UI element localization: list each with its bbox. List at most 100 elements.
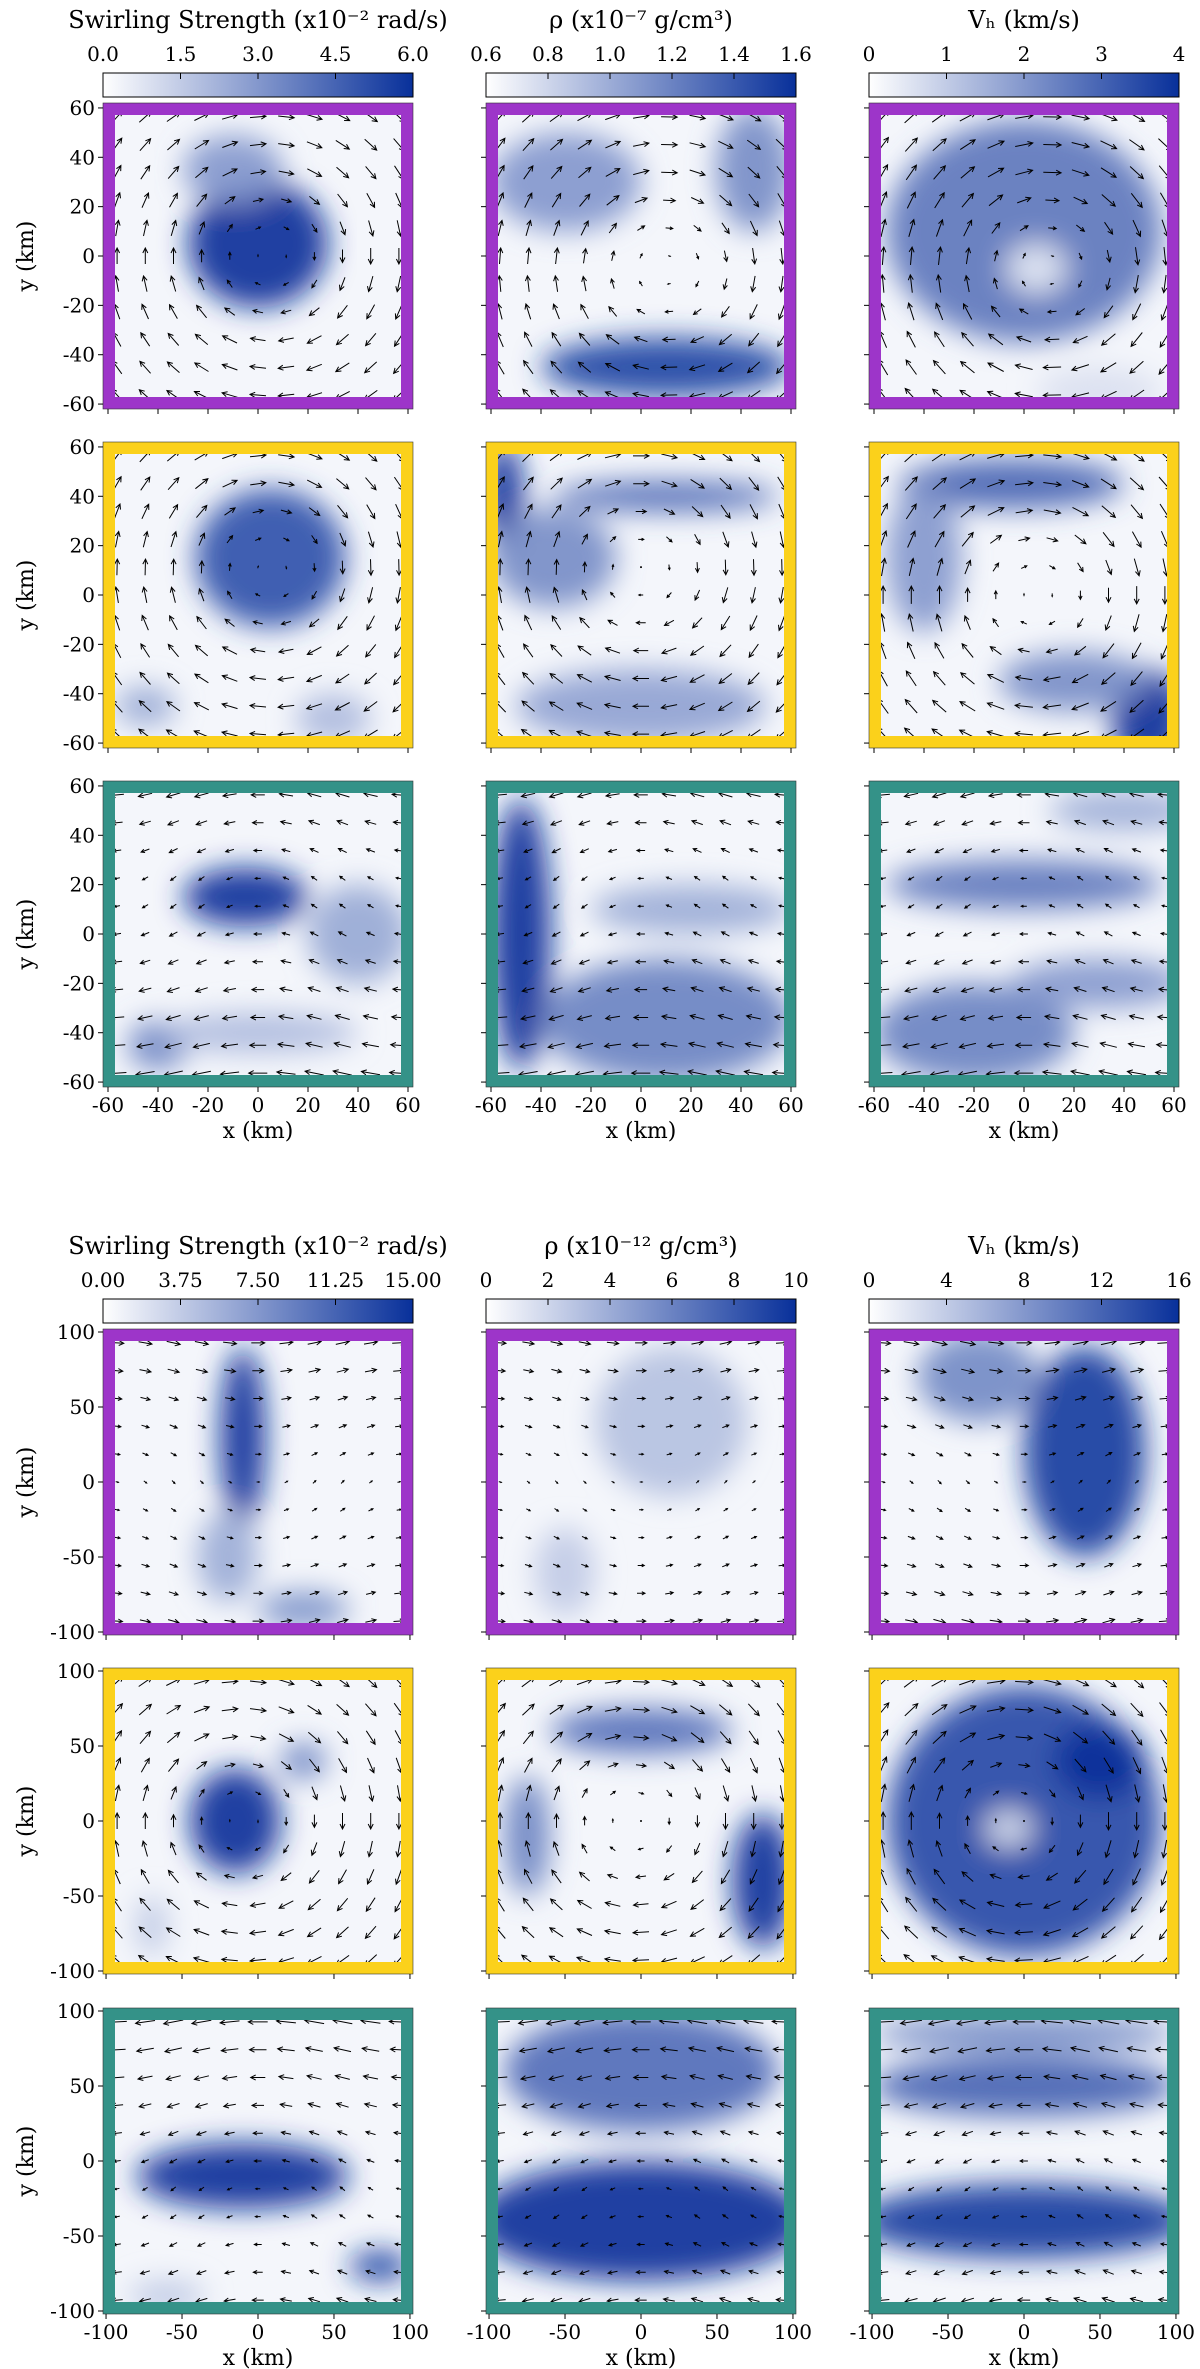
vector-arrow-s1-r2-c1-6-3	[662, 2102, 676, 2108]
vector-arrow-s0-r2-c1-5-5	[636, 931, 645, 937]
vector-arrow-s0-r1-c2-3-7	[961, 642, 974, 658]
vector-arrow-s1-r0-c2-4-7	[992, 1536, 1001, 1540]
vector-arrow-s1-r0-c0-8-1	[336, 1367, 350, 1374]
vector-arrow-s1-r2-c0-6-9	[280, 2269, 292, 2275]
vector-arrow-s0-r2-c1-1-2	[523, 848, 533, 853]
vector-arrow-s1-r0-c1-2-10	[551, 1619, 563, 1624]
vector-arrow-s0-r0-c2-10-7	[1160, 303, 1169, 322]
vector-arrow-s0-r1-c0-7-1	[306, 479, 323, 488]
vector-arrow-s1-r2-c0-8-9	[336, 2269, 348, 2275]
vector-arrow-s1-r0-c1-1-7	[525, 1536, 532, 1540]
vector-arrow-s1-r2-c1-7-2	[689, 2074, 705, 2080]
vector-arrow-s1-r0-c2-0-6	[880, 1508, 887, 1512]
vector-arrow-s1-r2-c0-9-3	[363, 2102, 377, 2108]
colorbar-tick-label-s0-c1-2: 1.0	[594, 42, 626, 66]
vector-arrow-s0-r0-c1-5-7	[636, 308, 646, 315]
vector-arrow-s1-r0-c1-9-5	[752, 1480, 756, 1484]
vector-arrow-s1-r0-c0-5-0	[251, 1339, 266, 1346]
vector-arrow-s0-r1-c1-9-9	[746, 700, 761, 713]
vector-arrow-s1-r2-c0-2-3	[166, 2103, 180, 2109]
vector-arrow-s1-r0-c0-0-5	[115, 1481, 120, 1484]
vector-arrow-s1-r2-c0-5-1	[248, 2046, 267, 2053]
vector-arrow-s0-r2-c1-7-10	[687, 1069, 707, 1076]
y-tick-label-s0-r2-c0-5: -40	[63, 1021, 95, 1045]
vector-arrow-s1-r2-c0-9-7	[366, 2214, 374, 2219]
vector-arrow-s0-r0-c1-9-7	[749, 304, 758, 320]
vector-arrow-s1-r2-c1-4-3	[605, 2102, 619, 2109]
vector-arrow-s0-r2-c2-7-6	[1074, 958, 1086, 965]
vector-arrow-s0-r2-c2-4-3	[991, 876, 999, 881]
vector-arrow-s0-r1-c1-3-7	[577, 645, 592, 656]
vector-arrow-s0-r1-c1-1-9	[521, 700, 535, 712]
vector-arrow-s0-r1-c0-6-9	[277, 703, 295, 710]
x-tick-label-s0-r2-c2-0: -60	[858, 1093, 890, 1117]
vector-arrow-s0-r1-c2-5-3	[1018, 536, 1031, 542]
vector-arrow-s1-r1-c1-3-7	[578, 1871, 590, 1882]
vector-arrow-s0-r2-c0-7-7	[307, 986, 321, 992]
vector-arrow-s0-r1-c0-8-3	[339, 532, 347, 547]
vector-arrow-s1-r2-c2-4-5	[990, 2159, 1000, 2164]
vector-arrow-s1-r1-c0-1-6	[141, 1840, 148, 1857]
vector-arrow-s1-r1-c0-3-10	[192, 1956, 210, 1963]
vector-arrow-s1-r2-c2-3-1	[957, 2047, 978, 2054]
vector-arrow-s1-r1-c2-1-9	[903, 1925, 919, 1939]
vector-arrow-s0-r2-c0-6-6	[280, 959, 292, 964]
vector-arrow-s1-r0-c1-7-4	[694, 1452, 701, 1456]
vector-arrow-s0-r0-c1-4-4	[608, 222, 618, 234]
colorbar-tick-label-s0-c1-0: 0.6	[470, 42, 502, 66]
vector-arrow-s1-r2-c0-7-1	[304, 2046, 323, 2052]
vector-arrow-s0-r2-c1-3-8	[576, 1015, 592, 1021]
vector-arrow-s1-r2-c2-9-2	[1127, 2074, 1145, 2080]
vector-arrow-s1-r2-c1-2-9	[550, 2269, 562, 2275]
vector-arrow-s1-r0-c2-6-7	[1048, 1535, 1057, 1540]
vector-arrow-s1-r2-c0-5-4	[252, 2130, 263, 2136]
vector-arrow-s1-r2-c2-4-8	[990, 2242, 1001, 2247]
vector-arrow-s0-r0-c0-2-5	[170, 246, 177, 264]
vector-arrow-s1-r2-c1-6-7	[665, 2214, 673, 2219]
vector-arrow-s0-r0-c0-6-6	[282, 281, 289, 286]
vector-arrow-s0-r2-c1-4-1	[606, 820, 619, 826]
vector-arrow-s0-r0-c0-6-5	[285, 254, 288, 259]
vector-arrow-s1-r1-c2-1-6	[907, 1839, 915, 1858]
vector-arrow-s1-r2-c0-5-2	[249, 2074, 266, 2081]
vector-arrow-s0-r0-c1-2-2	[550, 165, 563, 179]
vector-arrow-s0-r0-c1-2-7	[552, 303, 560, 320]
vector-arrow-s1-r0-c1-1-10	[523, 1619, 535, 1624]
vector-arrow-s1-r1-c1-9-5	[750, 1813, 757, 1831]
vector-arrow-s0-r2-c2-4-9	[986, 1042, 1005, 1049]
vector-arrow-s1-r2-c2-10-6	[1161, 2187, 1168, 2191]
vector-arrow-s1-r0-c1-7-8	[693, 1563, 702, 1568]
vector-arrow-s0-r1-c1-1-2	[524, 503, 533, 519]
vector-arrow-s1-r1-c1-6-3	[663, 1761, 676, 1770]
vector-arrow-s0-r0-c0-7-8	[306, 335, 322, 344]
vector-arrow-s1-r0-c1-6-4	[666, 1452, 673, 1456]
vector-arrow-s0-r0-c2-2-2	[933, 164, 947, 180]
vector-arrow-s1-r1-c2-3-3	[961, 1759, 975, 1771]
vector-arrow-s1-r0-c0-8-6	[340, 1507, 346, 1512]
vector-arrow-s0-r2-c0-4-3	[225, 876, 233, 881]
vector-arrow-s1-r2-c1-8-8	[720, 2242, 730, 2247]
vector-arrow-s0-r2-c1-6-2	[664, 848, 674, 853]
vector-arrow-s0-r0-c0-5-7	[251, 308, 264, 314]
vector-arrow-s0-r1-c0-3-3	[198, 532, 206, 546]
vector-arrow-s1-r0-c2-9-7	[1133, 1535, 1142, 1540]
vector-arrow-s1-r1-c1-2-3	[551, 1757, 562, 1773]
colorbar-tick-label-s1-c0-4: 15.00	[384, 1268, 441, 1292]
vector-arrow-s1-r1-c1-8-5	[722, 1813, 729, 1831]
y-tick-label-s1-r1-c0-0: 100	[57, 1659, 95, 1683]
vector-arrow-s1-r0-c2-1-0	[903, 1340, 920, 1347]
vector-arrow-s0-r0-c1-6-8	[661, 336, 676, 343]
vector-arrow-s1-r2-c1-5-1	[631, 2046, 650, 2053]
vector-arrow-s0-r2-c1-3-1	[578, 820, 591, 826]
vector-arrow-s0-r2-c2-6-10	[1041, 1069, 1062, 1076]
vector-arrow-s1-r0-c0-6-6	[283, 1508, 290, 1512]
vector-arrow-s0-r0-c2-9-6	[1133, 275, 1139, 294]
vector-arrow-s1-r2-c2-3-8	[962, 2242, 972, 2247]
vector-arrow-s1-r1-c2-9-8	[1130, 1896, 1143, 1913]
vector-arrow-s0-r0-c1-8-6	[722, 278, 728, 291]
vector-arrow-s1-r2-c1-5-2	[632, 2074, 649, 2081]
vector-arrow-s0-r2-c2-2-9	[930, 1042, 948, 1049]
vector-arrow-s0-r0-c2-1-2	[905, 164, 918, 181]
vector-arrow-s1-r2-c2-2-5	[934, 2158, 944, 2164]
vector-arrow-s1-r1-c1-4-5	[611, 1817, 615, 1823]
